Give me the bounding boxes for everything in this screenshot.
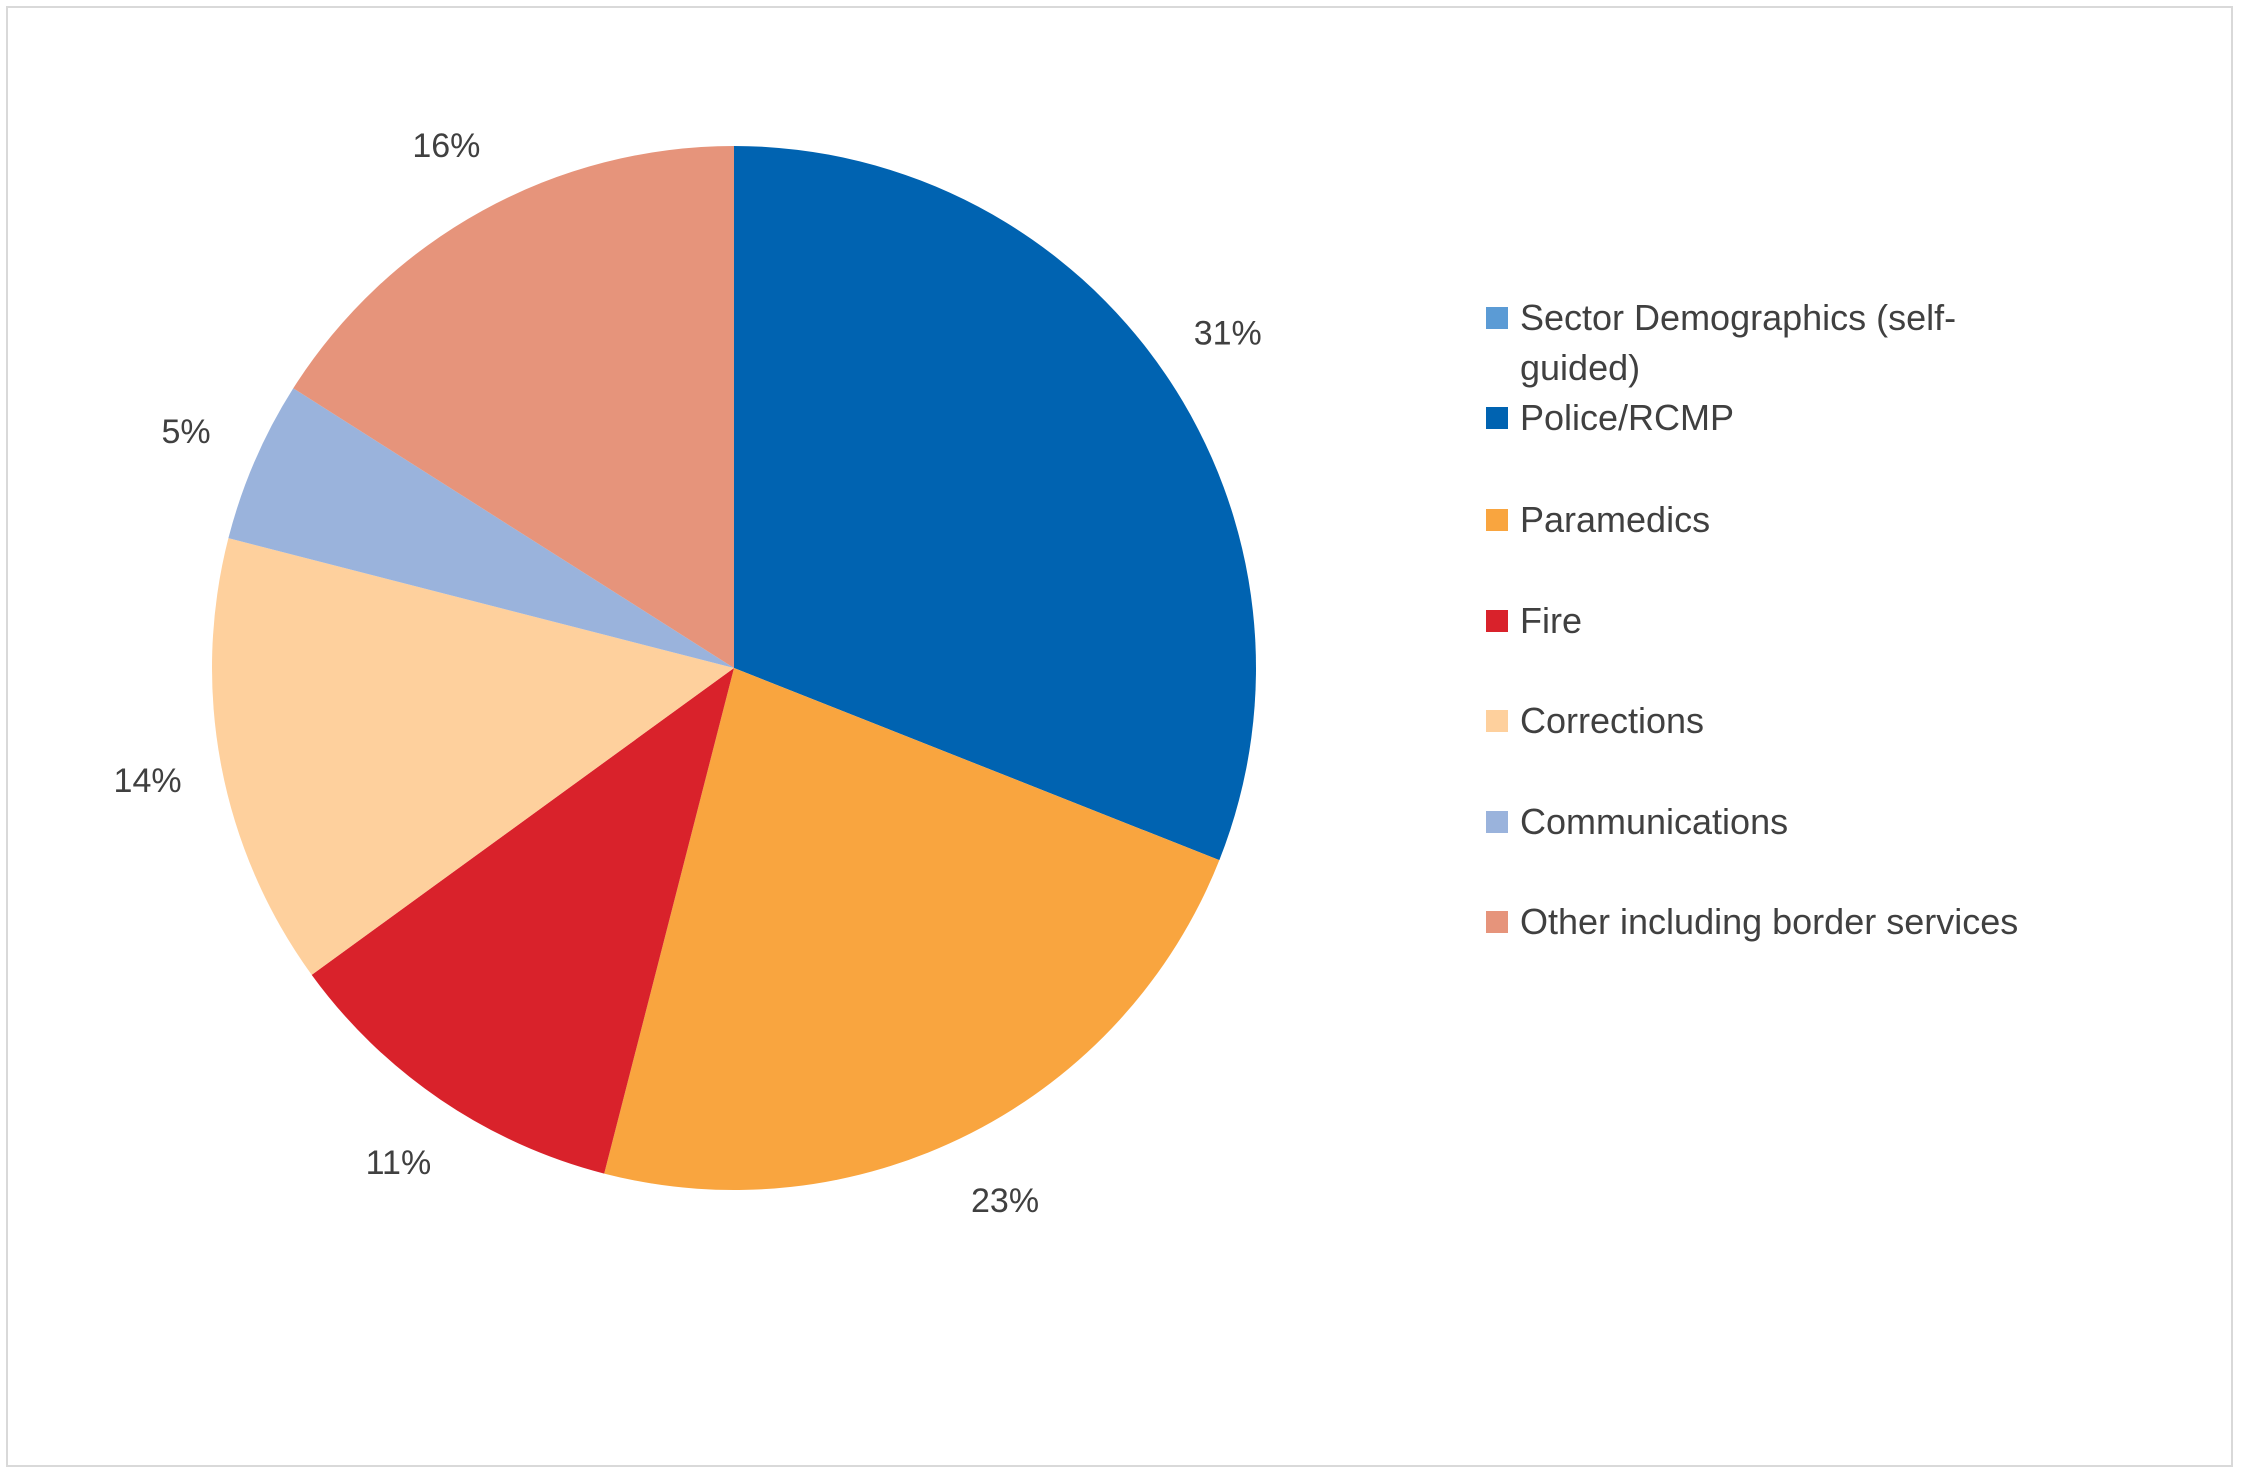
legend-swatch bbox=[1486, 509, 1508, 531]
pie-slice-other-including-border-services bbox=[293, 146, 734, 668]
data-label: 23% bbox=[971, 1182, 1039, 1220]
pie-slice-police-rcmp bbox=[734, 146, 1256, 861]
legend-item: Police/RCMP bbox=[1486, 393, 2060, 443]
legend-item: Corrections bbox=[1486, 696, 2060, 746]
legend-swatch bbox=[1486, 811, 1508, 833]
legend-label: Police/RCMP bbox=[1520, 397, 1735, 438]
legend-item: Paramedics bbox=[1486, 495, 2060, 545]
legend-label: Corrections bbox=[1520, 700, 1705, 741]
legend-swatch bbox=[1486, 407, 1508, 429]
legend-item: Fire bbox=[1486, 596, 2060, 646]
data-label: 16% bbox=[412, 127, 480, 165]
pie-slice-paramedics bbox=[604, 668, 1220, 1190]
legend-swatch bbox=[1486, 710, 1508, 732]
pie-slice-communications bbox=[228, 388, 734, 668]
legend-label: Fire bbox=[1520, 600, 1582, 641]
legend-label: Paramedics bbox=[1520, 499, 1711, 540]
pie-slice-corrections bbox=[212, 538, 735, 975]
legend-label: Other including border services bbox=[1520, 901, 2019, 942]
legend-swatch bbox=[1486, 911, 1508, 933]
legend-label: Sector Demographics (self-guided) bbox=[1520, 297, 1957, 388]
legend-item: Sector Demographics (self-guided) bbox=[1486, 293, 1980, 393]
data-label: 31% bbox=[1194, 314, 1262, 352]
legend-swatch bbox=[1486, 307, 1508, 329]
data-label: 5% bbox=[162, 413, 211, 451]
legend-item: Communications bbox=[1486, 797, 2060, 847]
data-label: 11% bbox=[366, 1144, 432, 1182]
legend-item: Other including border services bbox=[1486, 897, 2060, 947]
legend-swatch bbox=[1486, 610, 1508, 632]
data-label: 14% bbox=[114, 762, 182, 800]
legend-label: Communications bbox=[1520, 801, 1789, 842]
pie-slice-fire bbox=[311, 668, 734, 1174]
